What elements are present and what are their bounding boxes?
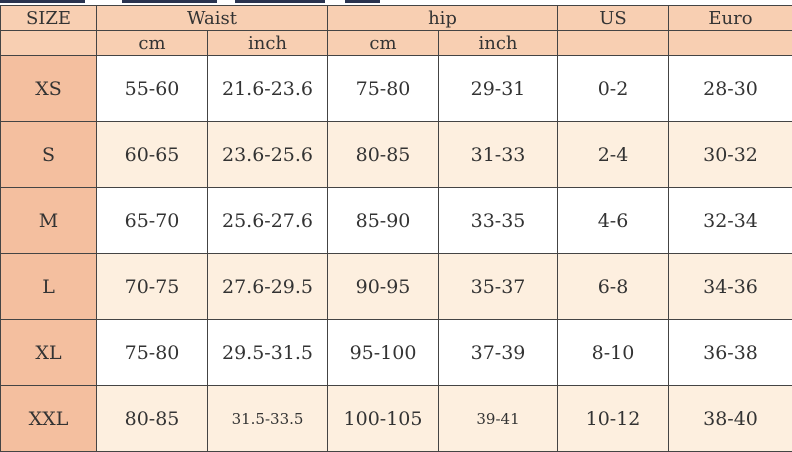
cell-hip-inch: 29-31 [439,56,558,122]
subheader-empty [1,31,97,56]
cell-waist-cm: 75-80 [97,320,208,386]
cell-hip-inch: 35-37 [439,254,558,320]
cell-us: 8-10 [558,320,669,386]
cell-waist-cm: 55-60 [97,56,208,122]
cell-hip-inch: 37-39 [439,320,558,386]
header-row: SIZE Waist hip US Euro [1,6,792,31]
cell-hip-cm: 80-85 [328,122,439,188]
header-euro: Euro [669,6,792,31]
subheader-hip-cm: cm [328,31,439,56]
cell-hip-cm: 95-100 [328,320,439,386]
cell-waist-inch: 23.6-25.6 [208,122,328,188]
header-hip: hip [328,6,558,31]
subheader-empty [558,31,669,56]
cell-us: 10-12 [558,386,669,452]
cell-size: XS [1,56,97,122]
cell-hip-cm: 75-80 [328,56,439,122]
cell-waist-cm: 80-85 [97,386,208,452]
cell-waist-inch: 31.5-33.5 [208,386,328,452]
cell-waist-inch: 25.6-27.6 [208,188,328,254]
subheader-hip-inch: inch [439,31,558,56]
header-us: US [558,6,669,31]
cell-hip-inch: 31-33 [439,122,558,188]
cell-us: 0-2 [558,56,669,122]
cell-waist-inch: 29.5-31.5 [208,320,328,386]
cell-us: 4-6 [558,188,669,254]
cell-size: XXL [1,386,97,452]
cell-euro: 32-34 [669,188,792,254]
cell-waist-cm: 70-75 [97,254,208,320]
subheader-empty [669,31,792,56]
header-waist: Waist [97,6,328,31]
subheader-row: cm inch cm inch [1,31,792,56]
cell-waist-inch: 21.6-23.6 [208,56,328,122]
cell-size: S [1,122,97,188]
subheader-waist-inch: inch [208,31,328,56]
cell-hip-cm: 85-90 [328,188,439,254]
cell-size: L [1,254,97,320]
cell-euro: 30-32 [669,122,792,188]
cell-hip-cm: 100-105 [328,386,439,452]
cell-size: M [1,188,97,254]
cell-us: 6-8 [558,254,669,320]
cell-euro: 36-38 [669,320,792,386]
subheader-waist-cm: cm [97,31,208,56]
cell-hip-inch: 39-41 [439,386,558,452]
cell-euro: 38-40 [669,386,792,452]
header-size: SIZE [1,6,97,31]
cell-us: 2-4 [558,122,669,188]
size-chart-table: SIZE Waist hip US Euro cm inch cm inch X… [0,5,792,452]
cell-size: XL [1,320,97,386]
cell-waist-cm: 60-65 [97,122,208,188]
cell-waist-cm: 65-70 [97,188,208,254]
cell-hip-inch: 33-35 [439,188,558,254]
cell-euro: 28-30 [669,56,792,122]
cell-waist-inch: 27.6-29.5 [208,254,328,320]
cell-hip-cm: 90-95 [328,254,439,320]
cell-euro: 34-36 [669,254,792,320]
